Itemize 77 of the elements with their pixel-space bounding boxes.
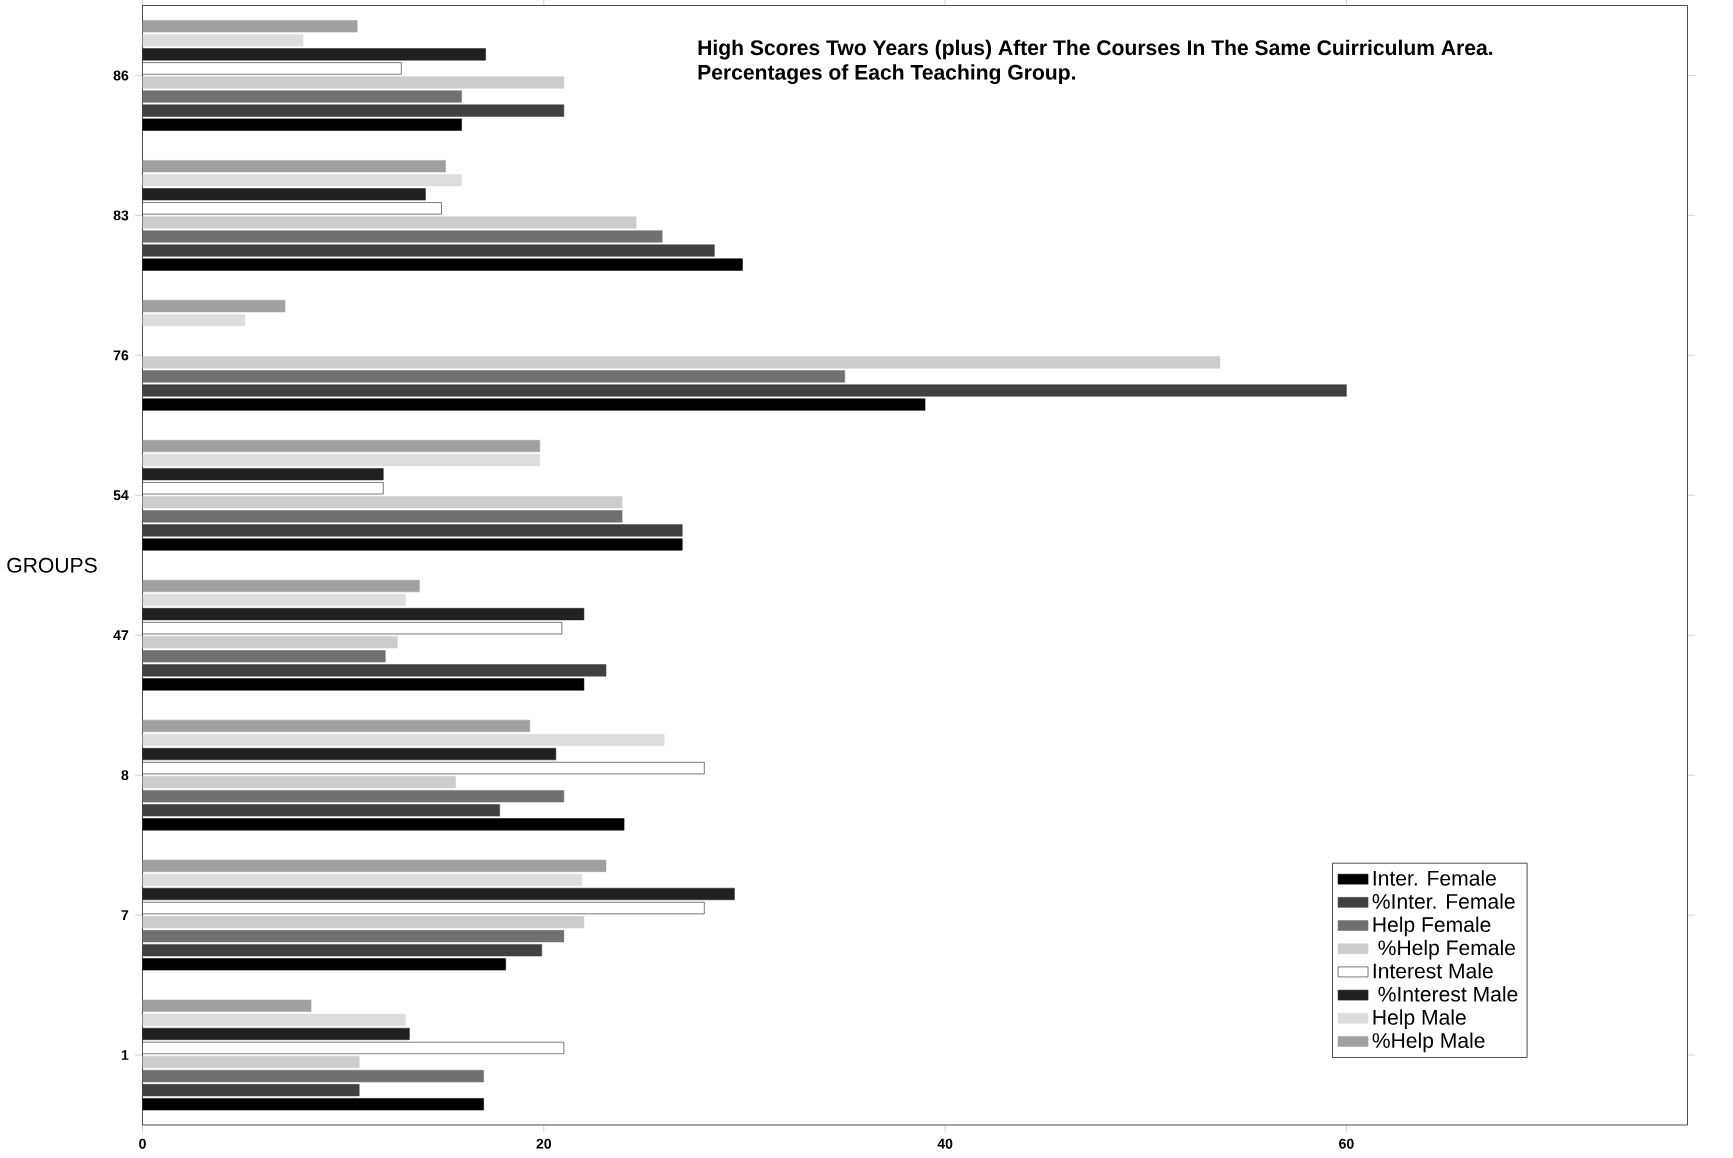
- bar: [142, 873, 583, 886]
- bar: [142, 314, 246, 327]
- bar: [142, 20, 358, 33]
- bar: [142, 1027, 410, 1040]
- bar: [142, 398, 926, 411]
- bar: [142, 719, 531, 733]
- bar: [142, 1013, 406, 1026]
- text: Percentages of Each Teaching Group.: [698, 64, 1076, 85]
- bar: [142, 622, 563, 635]
- bar: [142, 958, 506, 971]
- bar: [142, 887, 735, 901]
- bar: [142, 1084, 360, 1097]
- bar: [142, 202, 442, 215]
- y-tick-label: 47: [113, 630, 129, 641]
- y-tick-label: 1: [121, 1050, 129, 1060]
- bar: [142, 776, 456, 789]
- bar: [142, 454, 541, 467]
- bar: [142, 216, 637, 229]
- x-tick-label: 20: [536, 1138, 552, 1149]
- bar: [142, 593, 406, 607]
- bar: [142, 76, 565, 89]
- legend-label: %Help Female: [1378, 939, 1515, 960]
- y-tick-label: 7: [121, 910, 129, 920]
- bar: [142, 104, 565, 117]
- y-tick-label: 54: [113, 490, 129, 501]
- bar: [142, 482, 384, 495]
- bar: [142, 300, 286, 313]
- legend-label: %Inter. Female: [1372, 893, 1515, 909]
- bar: [142, 34, 304, 47]
- y-axis-title: GROUPS: [7, 557, 97, 573]
- bar: [142, 1098, 484, 1111]
- legend-label: Inter. Female: [1373, 870, 1496, 886]
- y-tick-label: 8: [121, 770, 129, 781]
- bar: [142, 188, 426, 201]
- x-tick-label: 60: [1339, 1138, 1354, 1149]
- bar: [142, 678, 585, 691]
- bar: [142, 496, 623, 509]
- bar: [142, 636, 398, 649]
- legend-label: Interest Male: [1373, 962, 1493, 979]
- bar: [142, 579, 420, 593]
- text: High Scores Two Years (plus) After The Courses In The Same Cuirriculum Area.: [698, 39, 1493, 60]
- y-tick-label: 83: [113, 210, 129, 221]
- x-tick-label: 40: [937, 1138, 953, 1149]
- bar: [142, 664, 607, 677]
- bar: [142, 1041, 565, 1055]
- bar: [142, 944, 543, 957]
- bar: [142, 440, 541, 453]
- bar: [142, 818, 625, 831]
- bar: [142, 608, 585, 621]
- bar: [142, 160, 446, 173]
- bar: [142, 916, 585, 929]
- bar: [142, 524, 683, 537]
- bar: [142, 999, 312, 1012]
- bar: [142, 48, 486, 61]
- bar: [142, 538, 683, 551]
- legend-label: Help Male: [1373, 1009, 1466, 1029]
- legend-label: %Help Male: [1372, 1032, 1485, 1053]
- bar: [142, 258, 743, 271]
- bar: [142, 733, 665, 747]
- bar: [142, 1055, 360, 1069]
- bar: [142, 804, 500, 817]
- bar: [142, 356, 1221, 369]
- bar: [142, 174, 462, 187]
- legend-label: %Interest Male: [1378, 986, 1518, 1002]
- bar: [142, 747, 557, 761]
- bar: [142, 762, 705, 775]
- bar: [142, 859, 607, 872]
- legend-label: Help Female: [1373, 916, 1491, 937]
- bar: [142, 901, 705, 915]
- bar: [142, 118, 462, 131]
- x-tick-label: 0: [139, 1138, 146, 1149]
- y-tick-label: 76: [113, 350, 129, 361]
- y-tick-label: 86: [113, 70, 129, 81]
- bar: [142, 62, 402, 75]
- bar: [142, 384, 1347, 397]
- bar: [142, 244, 715, 257]
- bar: [142, 468, 384, 481]
